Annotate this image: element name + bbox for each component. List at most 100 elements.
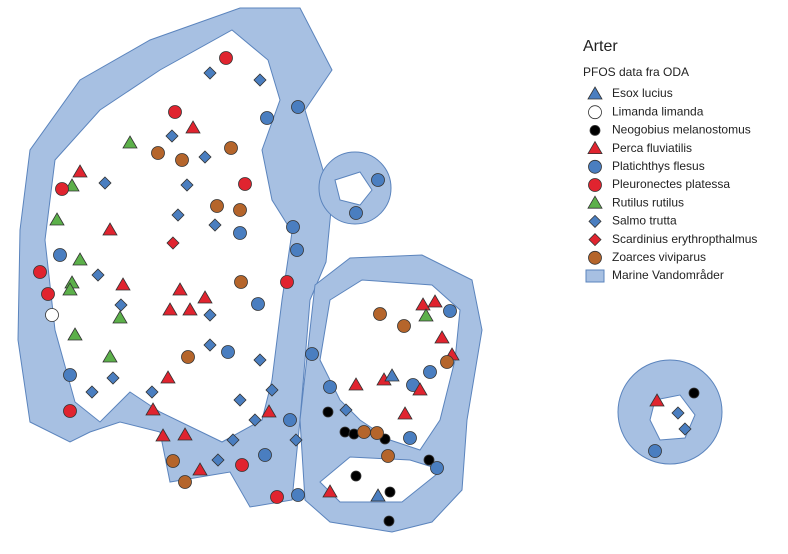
marker-triangle [192,462,208,476]
marker-diamond [106,371,120,385]
marker-circle [221,345,235,359]
marker-circle [151,146,165,160]
marker-circle [648,444,662,458]
marker-triangle [348,377,364,391]
marker-triangle [72,252,88,266]
marker-diamond [114,298,128,312]
marker-triangle [384,368,400,382]
marker-diamond [289,433,303,447]
marker-circle [423,365,437,379]
legend-item: Salmo trutta [612,214,677,228]
marker-diamond [233,393,247,407]
marker-dot [384,486,396,498]
marker-dot [339,426,351,438]
marker-diamond [165,129,179,143]
marker-triangle [49,212,65,226]
marker-diamond [145,385,159,399]
marker-circle [397,319,411,333]
marker-diamond [588,233,602,247]
marker-triangle [427,294,443,308]
marker-triangle [122,135,138,149]
marker-triangle [197,290,213,304]
legend: Arter PFOS data fra ODA Esox lucius Liman… [583,38,757,283]
legend-item: Pleuronectes platessa [612,177,730,191]
marker-circle [381,449,395,463]
marker-triangle [177,427,193,441]
marker-circle [175,153,189,167]
marker-circle [41,287,55,301]
marker-triangle [415,297,431,311]
marker-circle [280,275,294,289]
marker-circle [45,308,59,322]
legend-item: Platichthys flesus [612,159,705,173]
marker-circle [588,159,602,174]
marker-circle [270,490,284,504]
marker-diamond [588,214,602,228]
marker-circle [55,182,69,196]
marker-triangle [102,222,118,236]
marker-circle [210,199,224,213]
marker-diamond [671,406,685,420]
marker-circle [238,177,252,191]
marker-circle [260,111,274,125]
legend-item: Perca fluviatilis [612,141,692,155]
marker-circle [373,307,387,321]
marker-diamond [208,218,222,232]
marker-circle [430,461,444,475]
marker-triangle [62,282,78,296]
marker-circle [588,178,602,192]
marker-diamond [203,338,217,352]
marker-triangle [67,327,83,341]
marker-dot [383,515,395,527]
marker-triangle [587,140,603,154]
marker-circle [291,488,305,502]
marker-circle [166,454,180,468]
marker-dot [688,387,700,399]
marker-circle [181,350,195,364]
marker-circle [219,51,233,65]
legend-item: Limanda limanda [612,104,704,118]
marker-diamond [226,433,240,447]
marker-circle [235,458,249,472]
marker-circle [33,265,47,279]
legend-title: Arter [583,38,618,55]
marker-circle [234,275,248,289]
marker-triangle [397,406,413,420]
legend-item: Esox lucius [612,86,673,100]
marker-triangle [587,195,603,209]
marker-diamond [203,66,217,80]
marker-diamond [678,422,692,436]
marker-diamond [339,403,353,417]
marker-triangle [434,330,450,344]
marker-triangle [72,164,88,178]
marker-triangle [370,488,386,502]
marker-triangle [155,428,171,442]
marker-dot [322,406,334,418]
marker-triangle [145,402,161,416]
marker-circle [233,203,247,217]
legend-group: PFOS data fra ODA [583,65,689,79]
legend-item: Rutilus rutilus [612,195,684,209]
marker-circle [440,355,454,369]
marker-dot [423,454,435,466]
marker-diamond [253,353,267,367]
marker-rect [585,269,605,283]
marker-circle [349,206,363,220]
marker-triangle [261,404,277,418]
legend-item: Neogobius melanostomus [612,123,751,137]
marker-circle [290,243,304,257]
marker-circle [53,248,67,262]
marker-diamond [211,453,225,467]
land [334,171,373,206]
marker-triangle [412,382,428,396]
marker-triangle [185,120,201,134]
markers [33,51,700,527]
marker-circle [357,425,371,439]
map-areas [17,7,723,533]
marker-diamond [248,413,262,427]
marker-circle [403,431,417,445]
marker-circle [63,404,77,418]
marker-circle [178,475,192,489]
marker-triangle [322,484,338,498]
